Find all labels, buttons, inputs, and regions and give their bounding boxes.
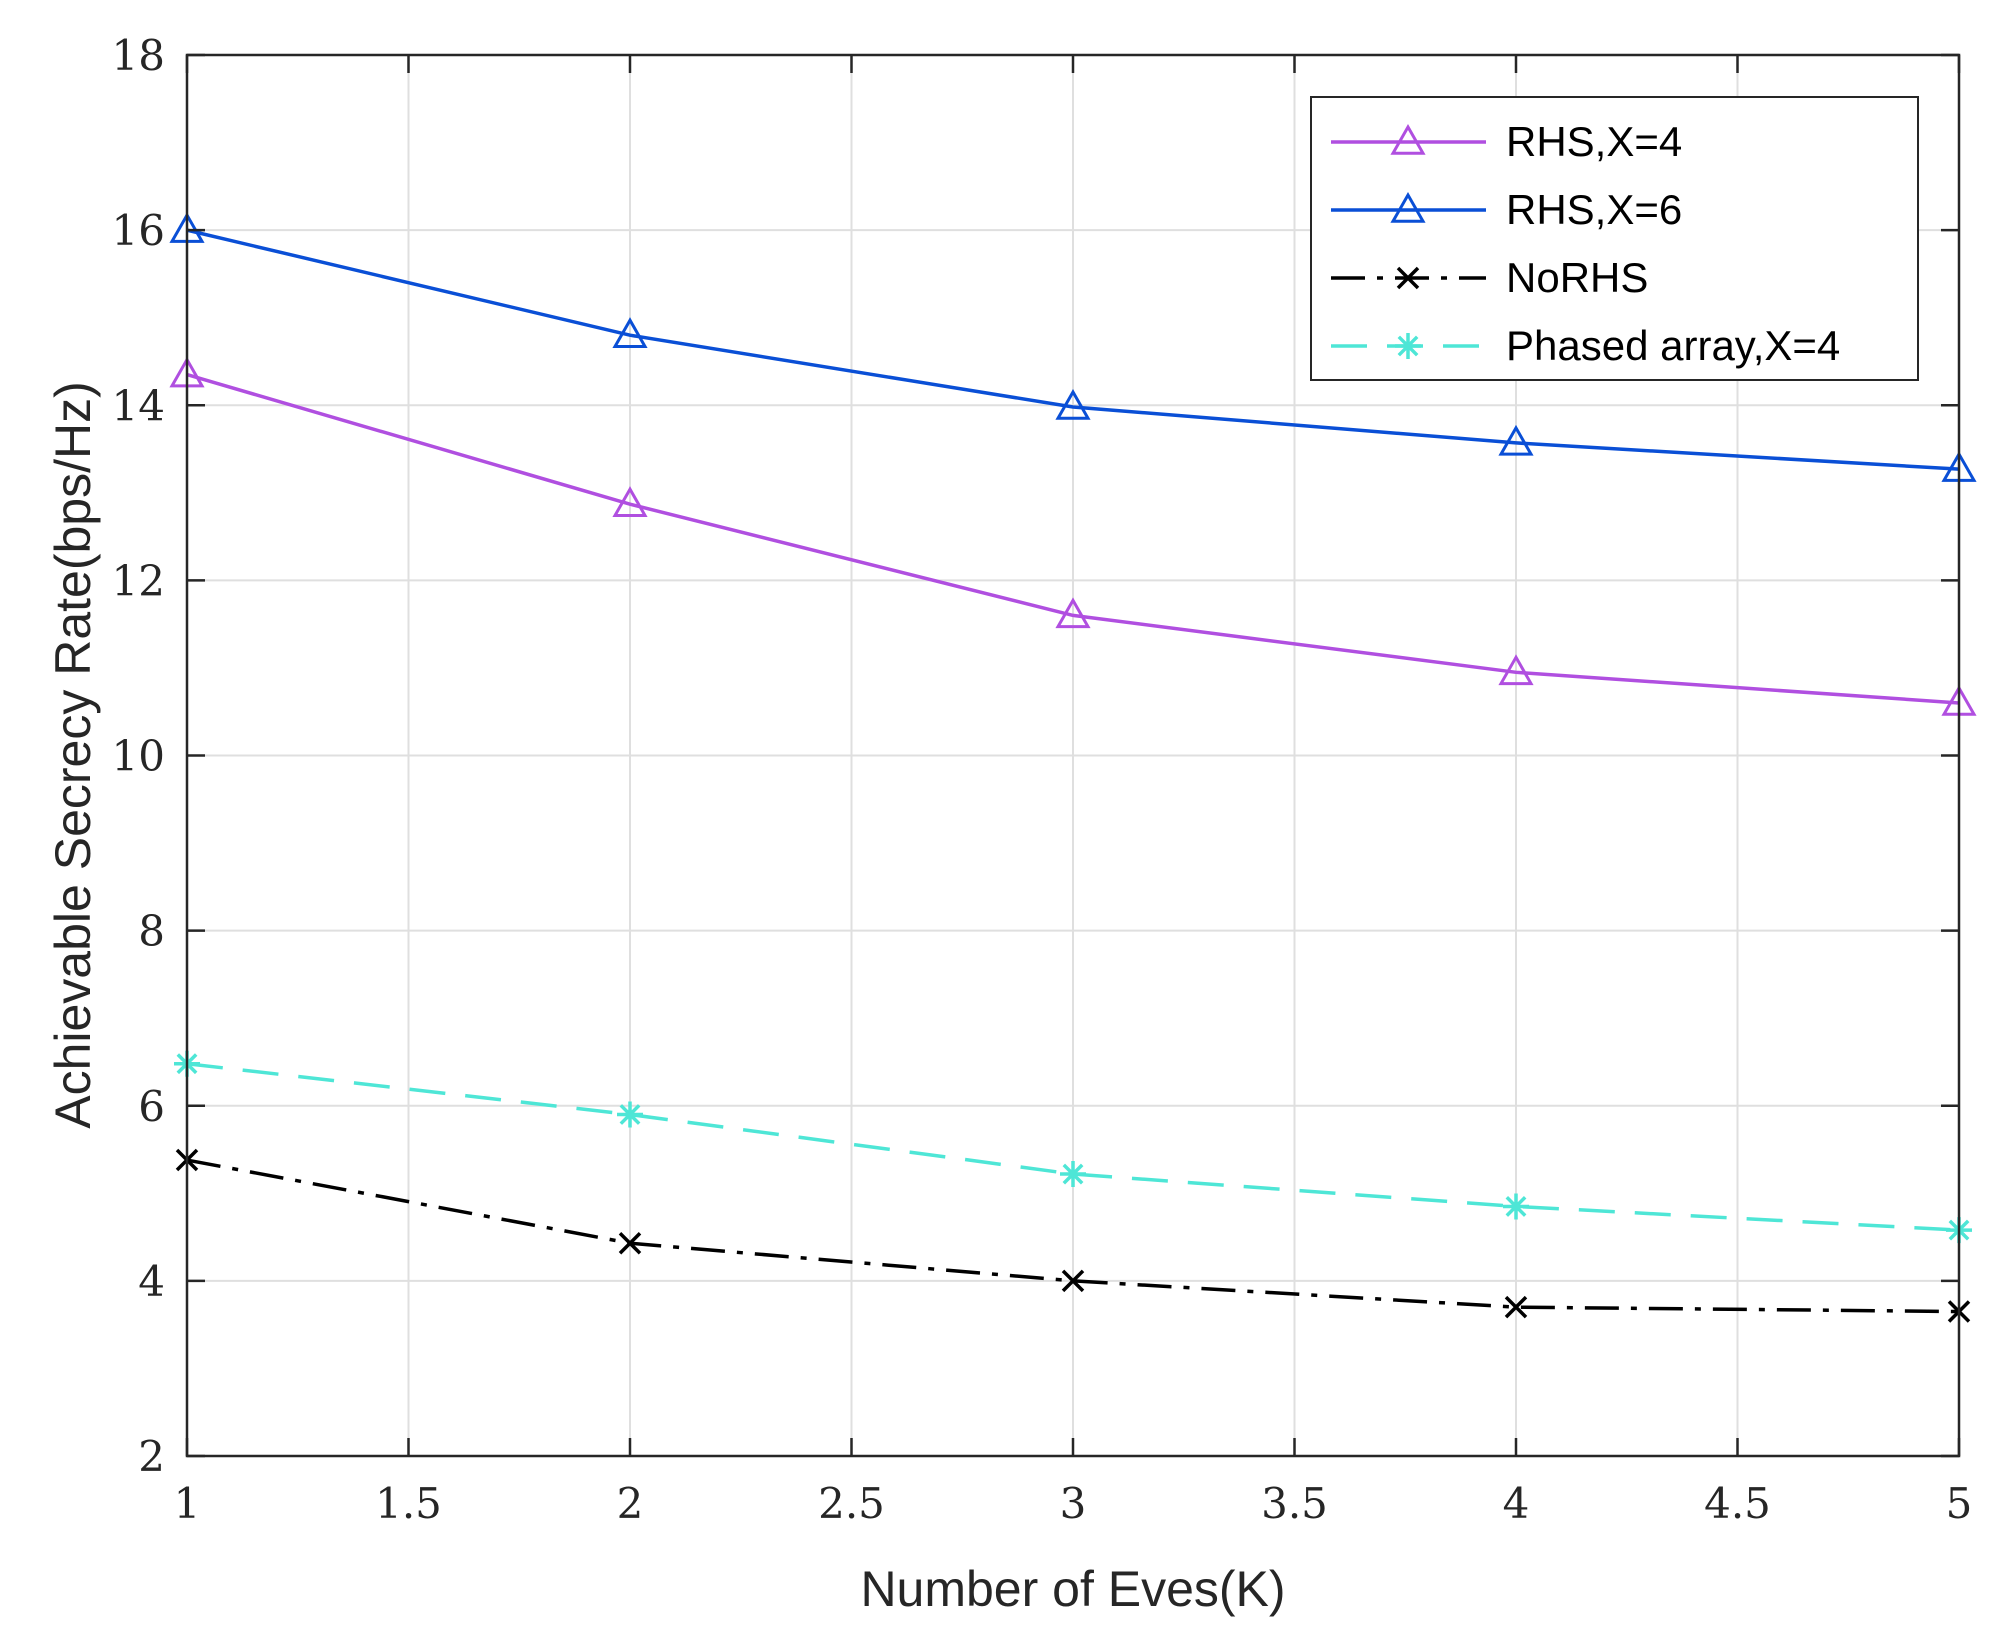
x-tick-label: 1.5 (375, 1479, 442, 1528)
data-point (1503, 1193, 1529, 1220)
legend-label-rhs-x6: RHS,X=6 (1506, 186, 1682, 233)
data-point (1060, 1161, 1086, 1188)
x-tick-label: 2.5 (818, 1479, 885, 1528)
data-point (1504, 1295, 1528, 1319)
y-tick-label: 6 (138, 1082, 165, 1131)
legend-box (1310, 96, 1919, 381)
ticks (185, 53, 1961, 1458)
data-point (1061, 1269, 1085, 1293)
series-line (186, 1061, 1960, 1232)
legend-marker (1390, 123, 1426, 155)
y-tick-label: 10 (112, 732, 165, 781)
x-tick-label: 4 (1503, 1479, 1530, 1528)
y-tick-label: 14 (112, 381, 165, 430)
legend-label-phased-array-x4: Phased array,X=4 (1506, 322, 1840, 369)
series-line (186, 1158, 1960, 1314)
legend-item (1331, 266, 1486, 290)
series-layer (169, 212, 1977, 1323)
x-tick-label: 5 (1946, 1479, 1973, 1528)
x-tick-label: 3.5 (1261, 1479, 1328, 1528)
x-tick-label: 1 (174, 1479, 201, 1528)
y-tick-label: 8 (138, 907, 165, 956)
y-tick-label: 16 (112, 206, 165, 255)
data-point (612, 317, 648, 348)
legend: RHS,X=4 RHS,X=6 NoRHS Phased array,X=4 (1310, 96, 1919, 381)
data-point (1498, 424, 1534, 456)
legend-marker (1395, 333, 1421, 359)
legend-label-norhs: NoRHS (1506, 254, 1648, 301)
data-point (618, 1231, 642, 1255)
data-point (1055, 388, 1091, 420)
series-1 (169, 212, 1977, 482)
legend-marker (1396, 266, 1420, 290)
x-axis-label: Number of Eves(K) (860, 1561, 1285, 1617)
data-point (612, 486, 648, 517)
tick-labels: 1 1.5 2 2.5 3 3.5 4 4.5 5 2 4 6 8 10 12 14 16 18 (112, 31, 1973, 1528)
data-point (1055, 597, 1091, 629)
series-line (186, 372, 1960, 705)
data-point (1498, 654, 1534, 686)
data-point (617, 1101, 643, 1128)
legend-label-rhs-x4: RHS,X=4 (1506, 118, 1682, 165)
y-tick-label: 4 (138, 1257, 165, 1306)
x-tick-label: 2 (617, 1479, 644, 1528)
legend-item (1331, 333, 1486, 359)
legend-item (1331, 123, 1486, 155)
y-tick-label: 2 (138, 1432, 165, 1481)
x-tick-label: 4.5 (1704, 1479, 1771, 1528)
x-tick-label: 3 (1060, 1479, 1087, 1528)
y-tick-label: 18 (112, 31, 165, 80)
y-tick-label: 12 (112, 556, 165, 605)
legend-item (1331, 191, 1486, 223)
y-axis-label: Achievable Secrecy Rate(bps/Hz) (45, 381, 101, 1129)
legend-items (1331, 123, 1486, 359)
legend-marker (1390, 191, 1426, 223)
series-line (186, 228, 1960, 471)
